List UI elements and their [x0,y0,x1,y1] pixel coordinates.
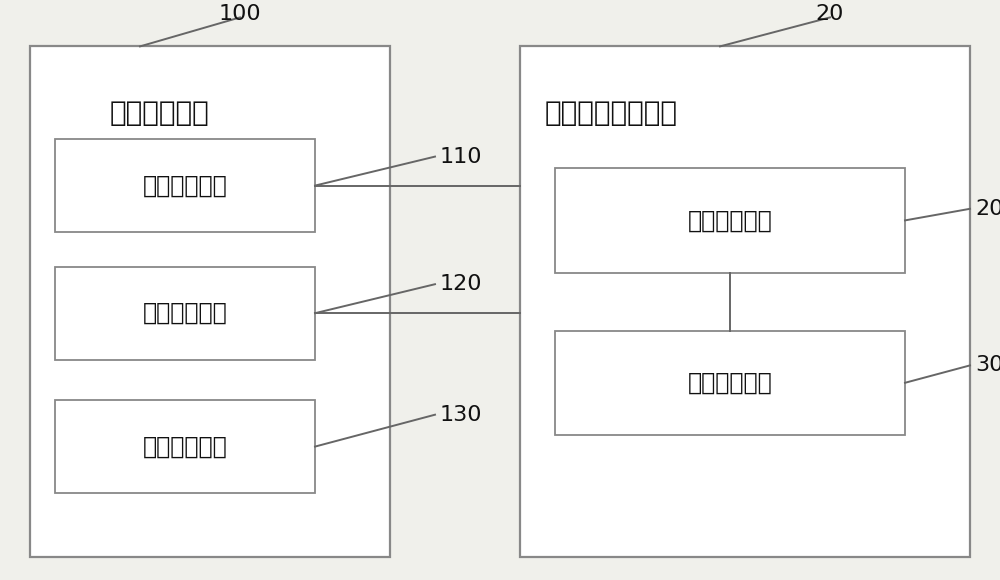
Text: 20: 20 [816,5,844,24]
Text: 数据处理模块: 数据处理模块 [688,371,772,395]
Bar [55,139,315,232]
Bar [55,267,315,360]
Text: 120: 120 [440,274,482,294]
Bar [555,331,905,435]
Text: 100: 100 [219,5,261,24]
Text: 数据采集模块: 数据采集模块 [110,99,210,126]
Text: 数据读取处理模块: 数据读取处理模块 [545,99,678,126]
Text: 数据读取模块: 数据读取模块 [688,208,772,233]
Text: 300: 300 [975,356,1000,375]
Text: 200: 200 [975,199,1000,219]
Text: 第一测试模块: 第一测试模块 [143,173,227,198]
Text: 第三测试模块: 第三测试模块 [143,434,227,459]
Bar [55,400,315,493]
Text: 130: 130 [440,405,482,425]
Bar [30,46,390,557]
Text: 110: 110 [440,147,482,166]
Bar [520,46,970,557]
Text: 第二测试模块: 第二测试模块 [143,301,227,325]
Bar [555,168,905,273]
